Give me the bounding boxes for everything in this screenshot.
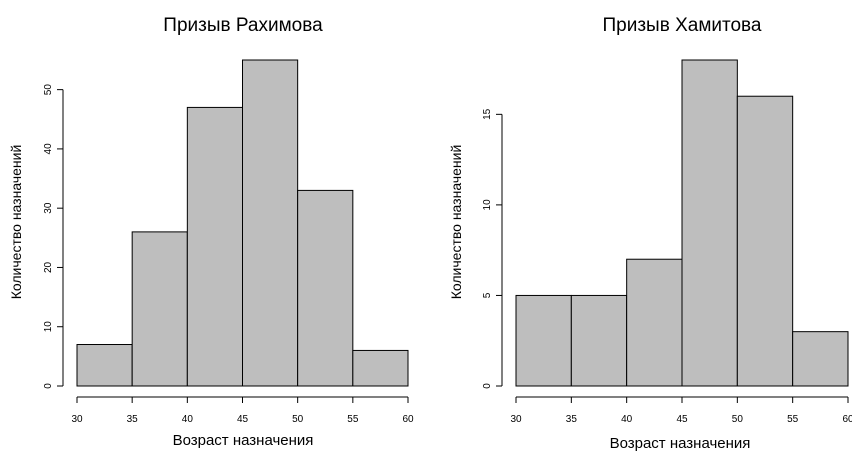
- y-tick-label: 40: [43, 143, 54, 155]
- y-tick-label: 10: [482, 199, 493, 211]
- histogram-bar: [626, 258, 683, 387]
- x-tick-label: 60: [402, 414, 414, 425]
- x-tick-label: 45: [237, 414, 249, 425]
- x-tick-label: 55: [787, 414, 799, 425]
- panel-rakhimov: Призыв Рахимова Возраст назначения Колич…: [8, 15, 414, 449]
- histogram-bar: [570, 294, 628, 387]
- histogram-bar: [76, 344, 133, 387]
- histogram-bar: [792, 331, 849, 387]
- x-tick-label: 50: [732, 414, 744, 425]
- x-tick-label: 50: [292, 414, 304, 425]
- y-tick-label: 10: [43, 321, 54, 333]
- histogram-bar: [186, 106, 243, 387]
- x-tick-label: 40: [182, 414, 194, 425]
- plot-area: 30 35 40 45 50 55 60 0 5 10 15: [482, 59, 852, 425]
- y-tick-label: 0: [482, 383, 493, 389]
- x-tick-label: 35: [566, 414, 578, 425]
- chart-title: Призыв Хамитова: [603, 15, 762, 36]
- y-axis-label: Количество назначений: [8, 145, 24, 300]
- chart-title: Призыв Рахимова: [163, 15, 323, 36]
- histogram-bar: [515, 294, 572, 387]
- y-tick-label: 0: [43, 383, 54, 389]
- histogram-bar: [297, 189, 354, 387]
- x-tick-label: 55: [347, 414, 359, 425]
- y-tick-label: 30: [43, 202, 54, 214]
- plot-area: 30 35 40 45 50 55 60 0 10 20 30 40 50: [43, 59, 414, 425]
- x-axis-label: Возраст назначения: [173, 432, 314, 449]
- histogram-bar: [736, 95, 794, 387]
- x-tick-label: 60: [842, 414, 852, 425]
- panel-khamitov: Призыв Хамитова Возраст назначения Колич…: [448, 15, 852, 452]
- x-tick-label: 30: [510, 414, 522, 425]
- x-tick-label: 30: [71, 414, 83, 425]
- x-tick-label: 35: [127, 414, 139, 425]
- y-tick-label: 5: [482, 292, 493, 298]
- x-tick-label: 40: [621, 414, 633, 425]
- y-tick-label: 15: [482, 108, 493, 120]
- histogram-bar: [681, 59, 738, 387]
- x-axis-label: Возраст назначения: [610, 435, 751, 452]
- histogram-bar: [352, 349, 409, 387]
- x-tick-label: 45: [676, 414, 688, 425]
- y-tick-label: 50: [43, 84, 54, 96]
- histogram-bar: [131, 231, 188, 387]
- histogram-bar: [242, 59, 299, 387]
- y-axis-label: Количество назначений: [448, 145, 464, 300]
- y-tick-label: 20: [43, 261, 54, 273]
